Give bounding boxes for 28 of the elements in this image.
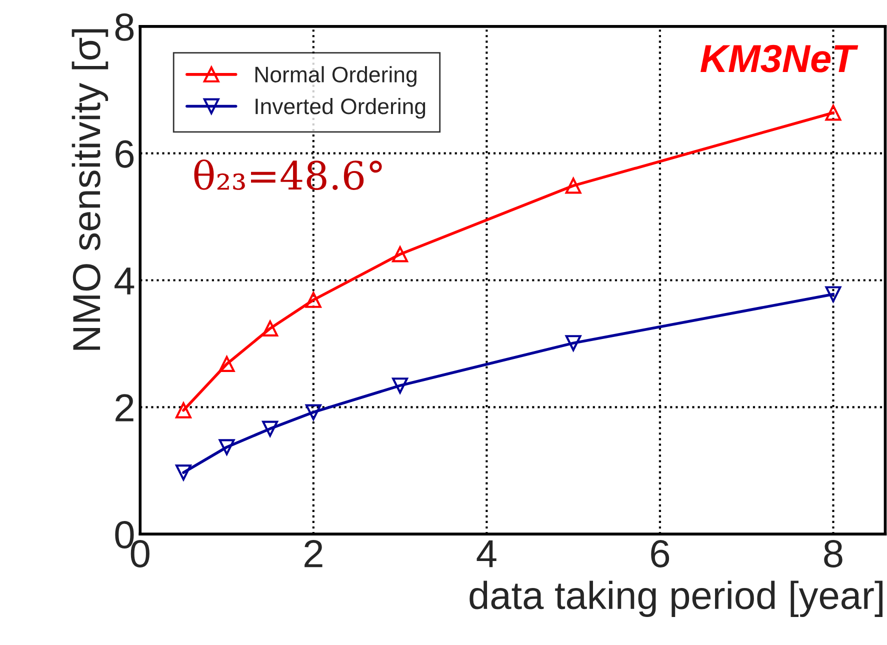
point [565,178,582,194]
legend-label: Normal Ordering [255,66,416,87]
point [825,104,842,121]
x-tick-label: 6 [651,540,670,568]
point [175,402,192,418]
point [262,420,278,437]
point [218,439,235,456]
point [305,404,322,420]
point [565,335,582,352]
x-tick-label: 4 [476,540,496,568]
legend-label: Inverted Ordering [256,98,426,119]
annotation: KM3NeT [700,44,858,72]
y-tick-label: 6 [116,140,134,168]
point [305,292,322,308]
y-tick-label: 2 [116,394,134,422]
x-tick-label: 8 [824,540,842,568]
x-tick-label: 2 [304,540,322,568]
y-axis-title: NMO sensitivity [σ] [72,29,108,350]
y-tick-label: 4 [114,268,134,294]
point [392,378,408,394]
point [392,246,408,262]
point [825,286,842,302]
annotation: θ₂₃=48.6° [194,160,382,190]
point [262,320,278,336]
point [175,464,192,480]
point [218,356,235,372]
x-axis-title: data taking period [year] [470,580,882,617]
y-tick-label: 8 [115,13,134,41]
